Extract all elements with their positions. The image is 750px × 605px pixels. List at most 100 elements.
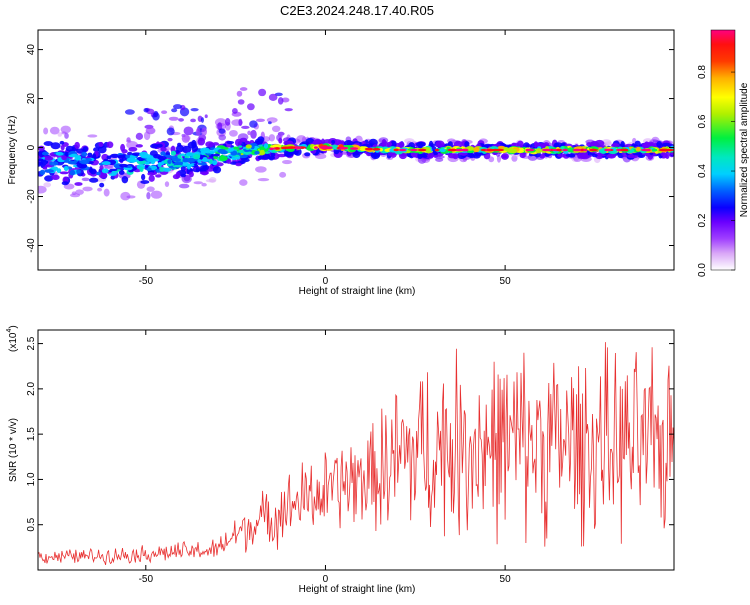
spectrogram-core-blob (245, 144, 252, 149)
spectrogram-band-blob (568, 153, 576, 158)
spectrogram-panel: -50 0 50 -40 -20 0 20 40 Height of straight li… (7, 29, 675, 297)
spectrogram-band-blob (586, 142, 593, 147)
spectrogram-plume-blob (241, 125, 250, 129)
snr-y-tick-label: 1.0 (26, 472, 37, 486)
spectrogram-band-blob (99, 164, 104, 171)
spectrogram-x-ticks: -50 0 50 (139, 30, 511, 287)
spectrogram-band-blob (611, 143, 620, 148)
spectrogram-band-blob (415, 141, 426, 148)
snr-x-ticks: -50 0 50 (139, 330, 511, 585)
spectrogram-plume-blob (238, 118, 243, 127)
spectrogram-core-blob (213, 153, 221, 157)
spectrogram-band-blob (646, 141, 655, 148)
spectrogram-peak-blob (398, 148, 407, 152)
spectrogram-band-blob (370, 151, 381, 160)
spectrogram-core-blob (39, 169, 46, 176)
spectrogram-core-blob (466, 150, 475, 154)
spectrogram-plume-blob (278, 134, 283, 139)
spectrogram-band-blob (50, 142, 61, 150)
spectrogram-halo-blob (43, 182, 52, 188)
spectrogram-core-blob (40, 159, 49, 165)
spectrogram-plot-area (38, 87, 674, 201)
spectrogram-core-blob (146, 157, 153, 163)
spectrogram-halo-blob (61, 131, 67, 135)
spectrogram-core-blob (535, 148, 542, 154)
spectrogram-band-blob (140, 180, 150, 185)
spectrogram-band-blob (543, 142, 550, 147)
spectrogram-plume-blob (171, 108, 178, 113)
spectrogram-band-blob (634, 140, 641, 148)
spectrogram-band-blob (464, 141, 470, 148)
snr-y-tick-label: 1.5 (26, 427, 37, 441)
spectrogram-band-blob (557, 153, 566, 158)
spectrogram-core-blob (193, 154, 201, 160)
spectrogram-band-blob (98, 141, 104, 147)
spectrogram-peak-blob (269, 147, 274, 151)
spectrogram-band-blob (148, 175, 155, 182)
spectrogram-core-blob (126, 158, 137, 163)
spectrogram-peak-blob (572, 148, 582, 152)
spectrogram-band-blob (59, 140, 65, 145)
spectrogram-halo-blob (75, 189, 84, 195)
spectrogram-band-blob (121, 149, 128, 154)
spectrogram-core-blob (70, 153, 78, 158)
spectrogram-plume-blob (183, 126, 194, 136)
spectrogram-band-blob (197, 137, 206, 146)
spectrogram-core-blob (254, 150, 260, 155)
spectrogram-core-blob (208, 150, 216, 154)
spectrogram-halo-blob (69, 193, 81, 198)
spectrogram-core-blob (186, 163, 195, 167)
spectrogram-peak-blob (447, 148, 458, 152)
spectrogram-core-blob (384, 148, 391, 153)
spectrogram-halo-blob (82, 186, 93, 192)
snr-y-tick-label: 2.5 (26, 336, 37, 350)
spectrogram-band-blob (147, 172, 155, 176)
spectrogram-core-blob (67, 160, 77, 165)
spectrogram-plume-blob (249, 120, 258, 128)
spectrogram-band-blob (435, 140, 445, 148)
spectrogram-core-blob (567, 147, 575, 153)
snr-panel: -50 0 50 0.5 1.0 1.5 2.0 2.5 Height of straigh… (6, 325, 675, 595)
spectrogram-peak-blob (281, 146, 292, 150)
spectrogram-halo-blob (239, 179, 248, 186)
spectrogram-core-blob (212, 160, 218, 166)
spectrogram-plume-blob (143, 107, 149, 113)
spectrogram-band-blob (656, 141, 663, 148)
spectrogram-core-blob (228, 147, 235, 152)
spectrogram-core-blob (230, 150, 238, 156)
spectrogram-plume-blob (250, 129, 257, 139)
spectrogram-core-blob (185, 152, 194, 157)
spectrogram-plume-blob (284, 108, 293, 112)
spectrogram-core-blob (101, 168, 109, 174)
spectrogram-band-blob (177, 142, 182, 147)
spectrogram-halo-blob (49, 126, 60, 135)
spectrogram-plume-blob (277, 97, 284, 105)
spectrogram-halo-blob (208, 177, 217, 183)
spectrogram-plume-blob (246, 103, 255, 111)
spectrogram-peak-blob (589, 148, 598, 152)
spectrogram-band-blob (539, 153, 546, 159)
spectrogram-halo-blob (178, 183, 190, 189)
spectrogram-halo-blob (218, 134, 227, 141)
spectrogram-band-blob (494, 143, 501, 147)
spectrogram-peak-blob (324, 146, 332, 149)
spectrogram-core-blob (439, 148, 446, 153)
spectrogram-halo-blob (43, 127, 49, 135)
colorbar-tick-label: 0.6 (697, 114, 708, 128)
spectrogram-core-blob (167, 159, 172, 165)
spectrogram-band-blob (188, 171, 194, 178)
spectrogram-band-blob (427, 151, 434, 159)
spectrogram-band-blob (82, 146, 88, 152)
spectrogram-core-blob (201, 158, 211, 163)
spectrogram-core-blob (160, 151, 166, 156)
spectrogram-band-blob (270, 152, 276, 157)
spectrogram-core-blob (59, 171, 69, 175)
spectrogram-band-blob (182, 145, 192, 154)
spectrogram-core-blob (242, 150, 252, 155)
spectrogram-band-blob (150, 143, 159, 149)
spectrogram-core-blob (158, 162, 165, 165)
spectrogram-halo-blob (150, 190, 163, 199)
spectrogram-band-blob (97, 145, 107, 154)
spectrogram-core-blob (109, 168, 118, 172)
spectrogram-plume-blob (236, 90, 243, 97)
